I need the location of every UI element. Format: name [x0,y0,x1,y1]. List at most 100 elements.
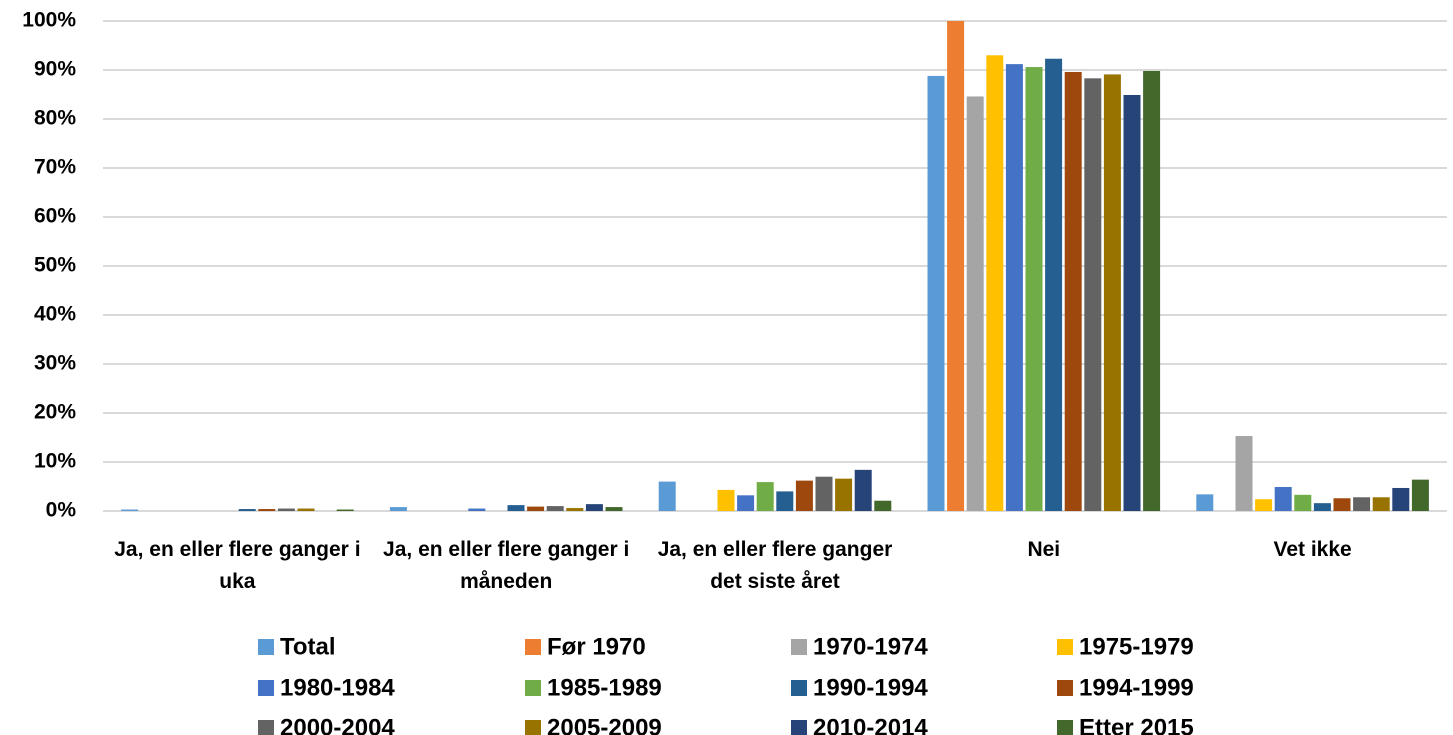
legend-item: 1975-1979 [1057,633,1194,660]
bar [717,489,735,511]
legend-item: 1985-1989 [525,674,662,701]
bar [546,506,564,511]
legend-swatch [525,680,541,696]
bar [795,480,813,511]
y-tick-label: 10% [34,450,76,473]
legend-item: 1970-1974 [791,633,928,660]
legend-item: 1980-1984 [258,674,395,701]
bar [566,508,584,511]
bar [1392,487,1410,511]
x-tick-label: Vet ikke [1273,538,1352,561]
legend-label: 1975-1979 [1079,633,1194,660]
legend-item: 1990-1994 [791,674,928,701]
legend-swatch [791,680,807,696]
bar [1123,94,1141,512]
bar [1064,71,1082,512]
bar [835,478,853,511]
legend-swatch [1057,720,1073,735]
legend-label: Total [280,633,336,660]
bar [527,506,545,511]
bar [1372,497,1390,511]
legend-label: 2000-2004 [280,714,395,735]
legend-label: 1994-1999 [1079,674,1194,701]
legend-label: 1985-1989 [547,674,662,701]
x-tick-label: Ja, en eller flere ganger i uka [114,538,361,593]
bar [1235,436,1253,511]
bar [1025,67,1043,511]
legend-swatch [258,720,274,735]
bar [277,508,295,511]
bar [1103,74,1121,511]
y-tick-label: 30% [34,352,76,375]
bar [658,481,676,511]
legend-swatch [1057,680,1073,696]
legend-swatch [791,639,807,655]
legend-item: Før 1970 [525,633,646,660]
bar [389,507,407,511]
legend-label: 1980-1984 [280,674,395,701]
bar [336,509,354,511]
legend-item: 2000-2004 [258,714,395,735]
bar [1255,499,1273,511]
bar [1084,78,1102,511]
bar [1274,486,1292,511]
y-tick-label: 0% [46,499,77,522]
legend-swatch [525,639,541,655]
bar [1005,64,1023,512]
bar [737,495,755,511]
legend-label: 2005-2009 [547,714,662,735]
y-tick-label: 80% [34,107,76,130]
y-tick-label: 60% [34,205,76,228]
bar [966,96,984,512]
bar [854,469,872,511]
bar [1411,479,1429,511]
bar [121,509,139,511]
y-tick-label: 20% [34,401,76,424]
bar [1045,58,1063,511]
x-tick-label: Ja, en eller flere ganger det siste året [657,538,893,593]
legend-swatch [525,720,541,735]
legend-label: 1970-1974 [813,633,928,660]
legend-item: Etter 2015 [1057,714,1194,735]
legend-label: 2010-2014 [813,714,928,735]
bar [1313,503,1331,511]
x-tick-label: Nei [1027,538,1061,561]
y-tick-label: 90% [34,58,76,81]
bar [258,509,276,511]
bar [507,505,525,511]
legend-label: 1990-1994 [813,674,928,701]
bar [1353,497,1371,511]
x-tick-label: Ja, en eller flere ganger i måneden [383,538,630,593]
bar [605,507,623,511]
legend-item: 2010-2014 [791,714,928,735]
bar [815,476,833,511]
legend-swatch [1057,639,1073,655]
bar [986,55,1004,512]
bar [238,509,256,511]
bar [874,500,892,511]
bar [756,482,774,511]
bar [468,508,486,511]
legend-label: Før 1970 [547,633,646,660]
bar [585,504,603,511]
legend-item: Total [258,633,336,660]
legend-swatch [258,680,274,696]
bar [927,75,945,511]
legend-swatch [791,720,807,735]
legend-swatch [258,639,274,655]
y-tick-label: 100% [22,9,76,32]
legend-label: Etter 2015 [1079,714,1194,735]
bar [1294,494,1312,511]
legend-item: 2005-2009 [525,714,662,735]
bar [1196,494,1214,511]
bar [1333,498,1351,511]
y-tick-label: 40% [34,303,76,326]
legend-item: 1994-1999 [1057,674,1194,701]
bar [297,508,315,511]
y-tick-label: 70% [34,156,76,179]
bar [776,491,794,511]
bar [1143,70,1161,511]
y-tick-label: 50% [34,254,76,277]
